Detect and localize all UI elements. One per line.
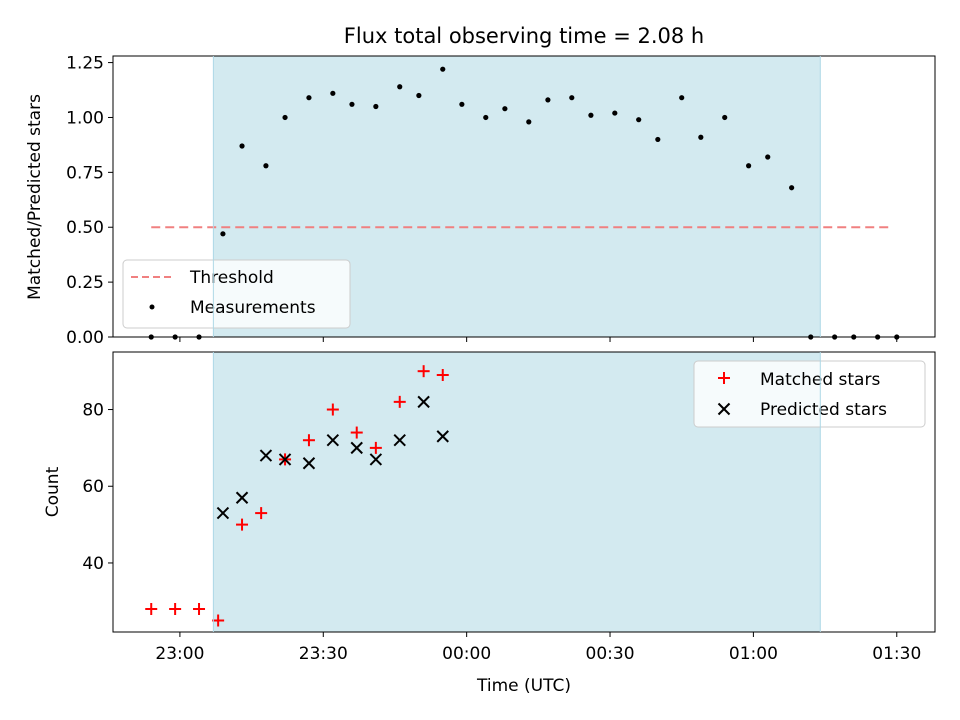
x-tick-label: 23:30 [299,644,348,664]
x-tick-label: 01:30 [872,644,921,664]
x-tick-label: 00:30 [586,644,635,664]
matched-star-point [417,365,430,378]
x-axis-label: Time (UTC) [476,676,571,696]
y-tick-label: 0.50 [66,218,104,238]
y-tick-label: 1.00 [66,108,104,128]
predicted-star-point [326,434,340,447]
threshold-legend-label: Threshold [189,268,274,288]
measurements-legend-label: Measurements [190,298,316,318]
top-legend: Threshold Measurements [122,259,351,329]
matched-star-point [393,395,406,408]
top-panel: 0.00 0.25 0.50 0.75 1.00 1.25 Matched/Predict… [25,54,936,348]
top-x-axis-ticks [179,337,898,342]
measurement-point [722,114,728,121]
y-tick-label: 0.00 [66,328,104,348]
measurement-point [526,119,532,125]
measurement-point [502,106,508,112]
y-tick-label: 80 [82,401,104,421]
matched-star-point [255,507,268,520]
bottom-legend-box [693,360,926,428]
measurement-point [459,101,465,107]
predicted-star-point [417,395,430,409]
measurement-point [789,185,795,191]
bottom-y-axis-ticks: 40 60 80 [82,401,113,574]
matched-star-point [326,403,339,416]
predicted-stars-legend-label: Predicted stars [760,400,887,420]
predicted-star-point [436,430,449,443]
matched-star-point [302,434,315,447]
measurement-point [655,136,661,143]
predicted-star-point [369,453,383,466]
bottom-panel: 40 60 80 23:00 23:30 00:00 00:30 01:00 01:30 Co… [43,351,936,696]
matched-star-point [212,614,225,627]
y-tick-label: 1.25 [66,54,104,74]
predicted-star-point [302,457,316,470]
matched-stars-legend-swatch [718,372,730,384]
measurement-point [569,95,575,101]
predicted-stars-legend-swatch [717,402,731,416]
bottom-y-axis-label: Count [43,466,63,517]
measurement-point [698,134,704,140]
y-tick-label: 60 [82,477,104,497]
top-axes-frame [112,55,936,338]
top-series-layer [148,66,900,340]
measurements-legend-swatch [149,304,155,310]
bottom-series-layer [145,365,449,627]
x-tick-label: 00:00 [442,644,491,664]
bottom-x-axis-ticks: 23:00 23:30 00:00 00:30 01:00 01:30 [155,632,921,664]
matched-star-point [169,602,182,615]
measurement-point [263,163,269,169]
measurement-point [679,95,685,101]
predicted-star-point [393,434,406,447]
matched-star-point [145,602,158,615]
top-y-axis-label: Matched/Predicted stars [25,94,45,300]
y-tick-label: 0.25 [66,273,104,293]
measurement-point [440,66,446,72]
measurement-point [765,154,771,160]
matched-star-point [369,441,382,454]
matched-star-point [236,518,249,531]
matched-star-point [193,602,206,615]
measurement-point [612,110,618,116]
predicted-star-point [350,441,363,455]
measurement-point [306,95,312,101]
bottom-axes-frame [112,351,936,633]
top-legend-box [122,259,351,329]
measurement-point [416,92,422,99]
measurement-point [330,90,336,96]
matched-star-point [436,369,449,382]
predicted-star-point [278,453,292,466]
measurement-point [636,117,642,123]
x-tick-label: 01:00 [729,644,778,664]
measurement-point [239,143,245,149]
measurement-point [397,84,403,90]
measurement-point [349,101,355,107]
measurement-point [545,97,551,103]
x-tick-label: 23:00 [155,644,204,664]
chart-title: Flux total observing time = 2.08 h [344,24,704,48]
measurement-point [483,114,489,121]
measurement-point [282,114,288,121]
predicted-star-point [259,449,273,462]
measurement-point [746,163,752,169]
predicted-star-point [216,506,230,520]
y-tick-label: 40 [82,554,104,574]
measurement-point [373,103,379,110]
measurement-point [220,231,226,237]
bottom-legend: Matched stars Predicted stars [693,360,926,428]
top-y-axis-ticks: 0.00 0.25 0.50 0.75 1.00 1.25 [66,54,113,348]
matched-star-point [350,426,363,439]
predicted-star-point [235,491,249,504]
y-tick-label: 0.75 [66,163,104,183]
measurement-point [588,112,594,118]
